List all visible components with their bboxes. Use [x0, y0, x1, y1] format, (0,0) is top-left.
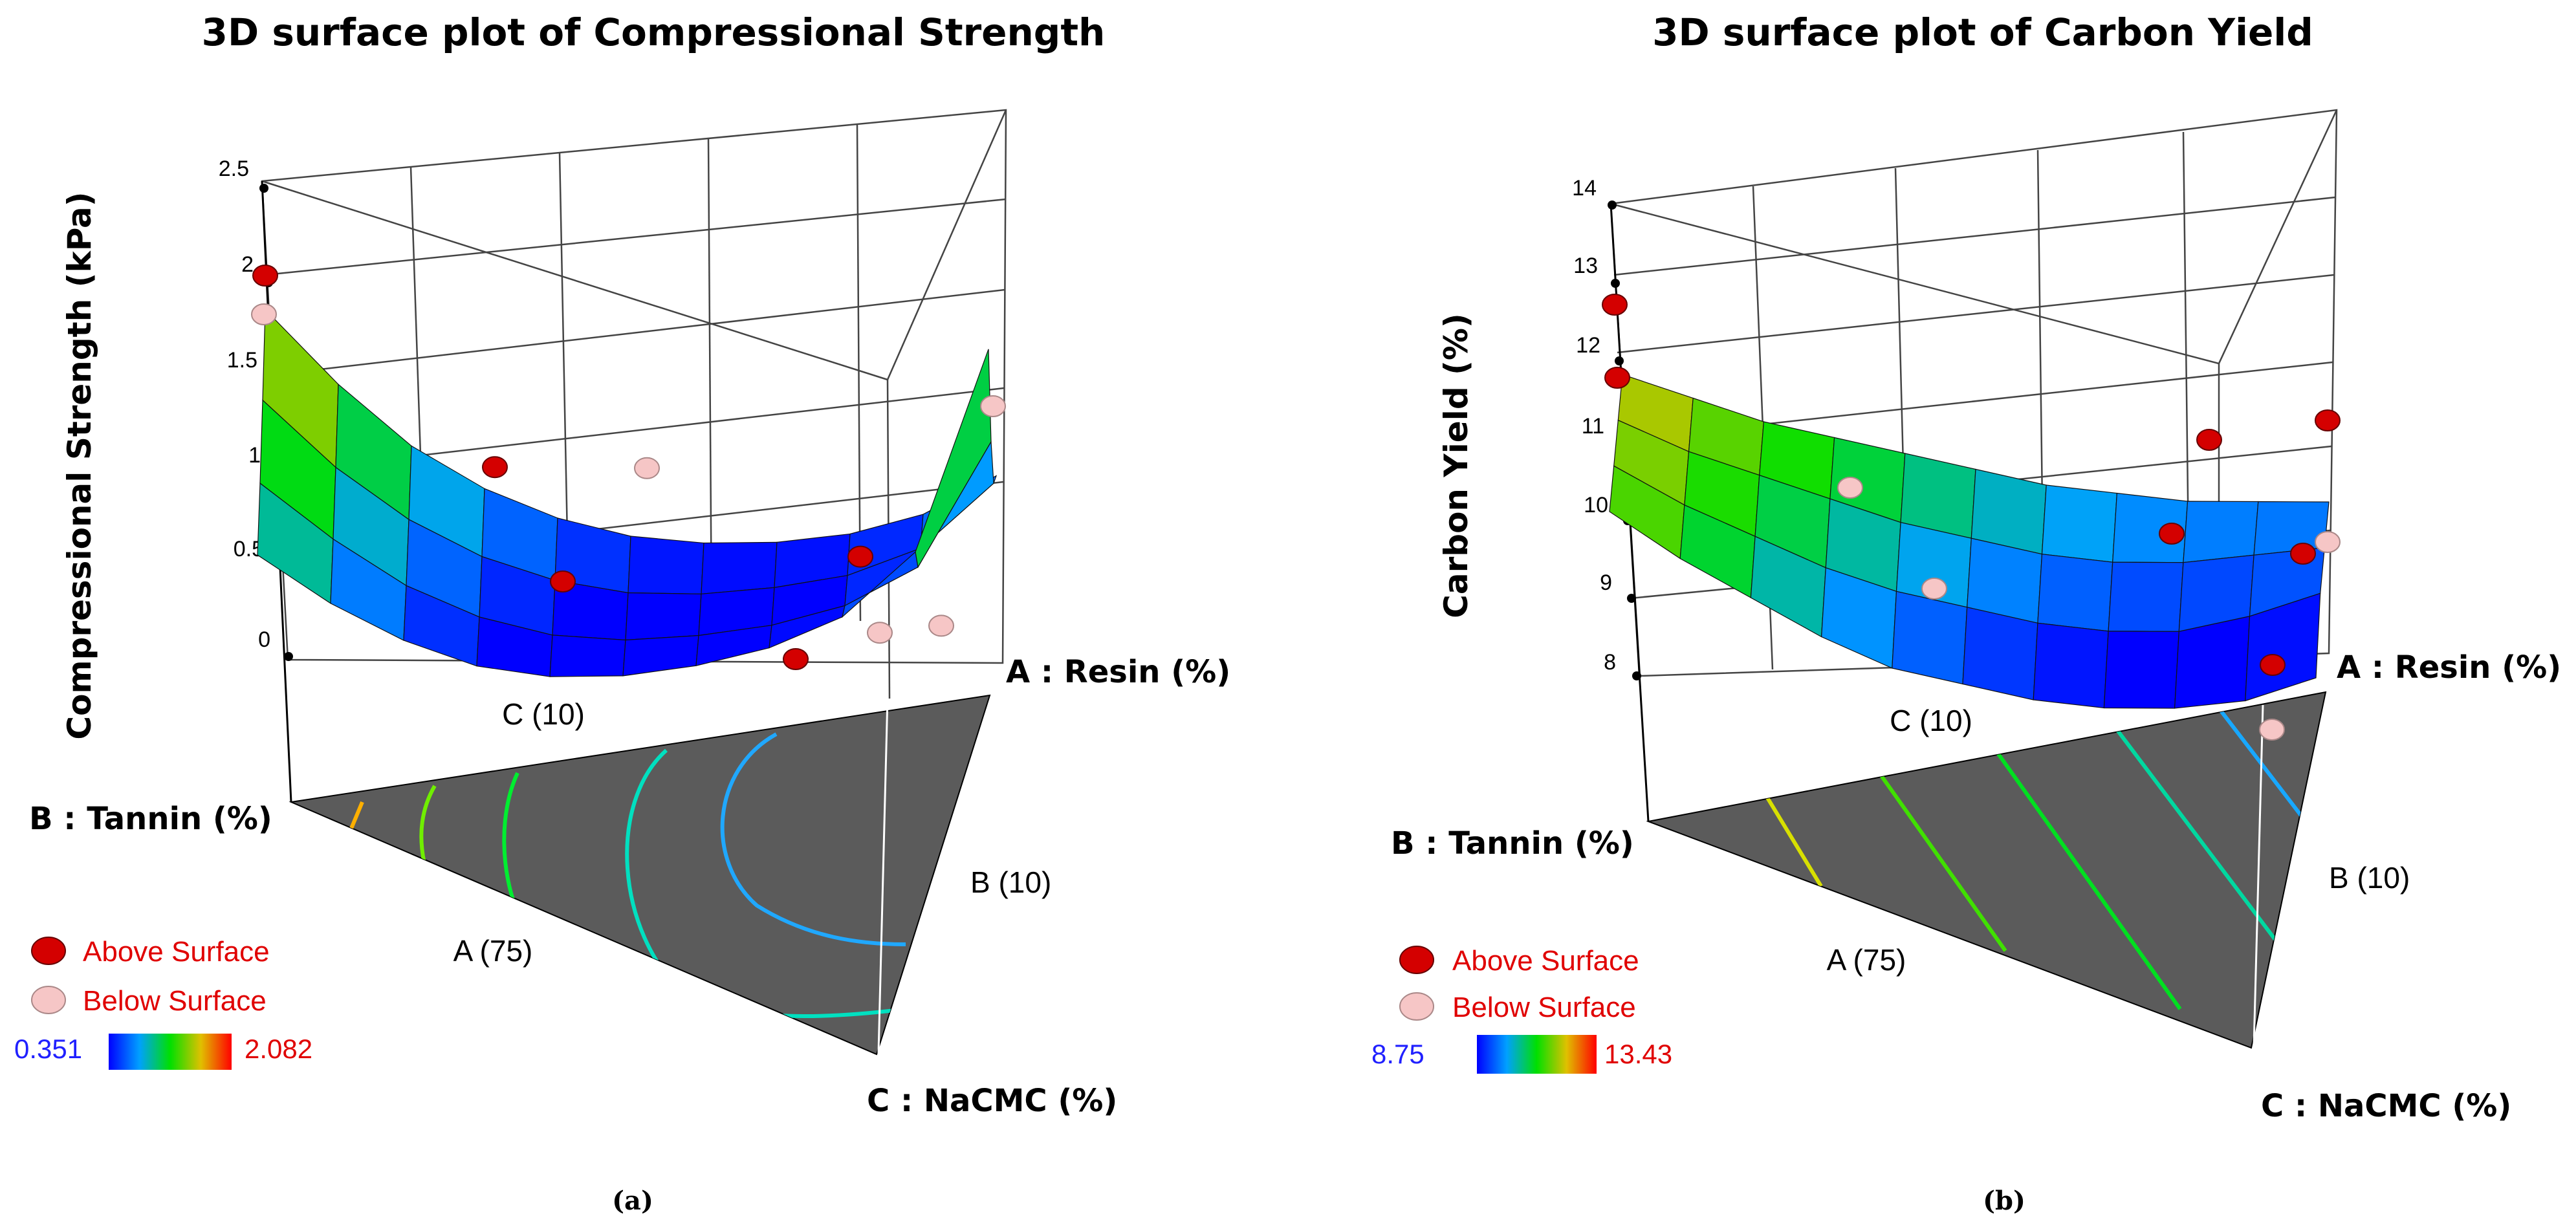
legend-below-label: Below Surface [1452, 992, 1636, 1023]
surface-cell [2174, 616, 2251, 709]
colorbar-min: 0.351 [14, 1034, 82, 1064]
z-tick-label: 1 [248, 443, 261, 468]
design-point-above [1604, 367, 1630, 389]
surface-cell [625, 592, 702, 641]
base-label-c: C (10) [502, 697, 585, 731]
z-tick-label: 2 [241, 252, 254, 277]
axis-label-c: C : NaCMC (%) [867, 1083, 1117, 1119]
design-point-above [1602, 294, 1628, 316]
z-tick-label: 8 [1604, 650, 1616, 675]
design-point-above [2159, 523, 2185, 545]
legend-above-label: Above Surface [83, 936, 270, 968]
colorbar [1477, 1035, 1597, 1074]
design-point-below [2259, 719, 2285, 741]
surface-cell [2041, 484, 2118, 563]
axis-label-a: A : Resin (%) [1006, 654, 1230, 690]
design-point-below [1921, 578, 1947, 600]
below-point-marker [31, 986, 66, 1014]
above-point-marker [31, 937, 66, 965]
z-tick-label: 13 [1573, 254, 1598, 278]
base-edge [877, 697, 889, 1054]
colorbar [109, 1034, 232, 1070]
design-point-above [482, 456, 508, 479]
design-point-below [634, 457, 660, 479]
subfigure-label: (a) [612, 1186, 653, 1216]
design-point-below [928, 614, 954, 637]
z-tick-label: 9 [1600, 570, 1612, 595]
chart-title: 3D surface plot of Compressional Strengt… [202, 10, 1106, 54]
panel-compressional-strength: 3D surface plot of Compressional Strengt… [14, 10, 1230, 1216]
z-tick-label: 11 [1582, 414, 1604, 439]
axis-label-b: B : Tannin (%) [29, 801, 272, 837]
base-label-a: A (75) [1827, 943, 1906, 977]
axis-label-b: B : Tannin (%) [1391, 825, 1634, 862]
legend-below-label: Below Surface [83, 985, 267, 1017]
surface-cell [2108, 561, 2184, 632]
response-surface [1609, 374, 2330, 709]
design-point-below [980, 395, 1006, 417]
design-point-above [2196, 429, 2222, 451]
surface-cell [549, 635, 626, 677]
panel-carbon-yield: 3D surface plot of Carbon Yield 14 13 12… [1371, 10, 2561, 1216]
z-tick-label: 2.5 [219, 157, 249, 181]
design-point-above [2260, 654, 2286, 676]
z-axis-label: Compressional Strength (kPa) [61, 191, 98, 739]
design-point-below [251, 303, 277, 325]
design-point-above [550, 570, 576, 592]
base-label-b: B (10) [2329, 861, 2410, 895]
legend: Above Surface Below Surface 8.75 13.43 [1371, 945, 1672, 1074]
design-point-above [2290, 543, 2316, 565]
design-point-below [867, 622, 893, 644]
design-point-below [1837, 477, 1863, 499]
base-label-a: A (75) [453, 934, 533, 968]
design-point-above [252, 265, 278, 287]
base-label-c: C (10) [1890, 704, 1972, 737]
design-point-below [2315, 531, 2341, 553]
z-tick-label: 0 [258, 627, 270, 652]
surface-cell [2245, 592, 2321, 702]
colorbar-max: 2.082 [245, 1034, 312, 1064]
design-points [1602, 294, 2341, 741]
design-point-above [2315, 409, 2341, 431]
legend: Above Surface Below Surface 0.351 2.082 [14, 936, 312, 1070]
design-point-above [783, 648, 809, 670]
chart-title: 3D surface plot of Carbon Yield [1652, 10, 2313, 54]
surface-cell [1892, 591, 1968, 685]
z-axis: 14 13 12 11 10 9 8 [1572, 176, 1650, 822]
design-point-above [847, 545, 873, 568]
above-point-marker [1399, 946, 1434, 974]
surface-cell [915, 349, 992, 569]
below-point-marker [1399, 992, 1434, 1021]
colorbar-min: 8.75 [1371, 1039, 1424, 1069]
z-tick-label: 10 [1584, 493, 1608, 517]
colorbar-max: 13.43 [1604, 1039, 1672, 1069]
axis-label-a: A : Resin (%) [2337, 649, 2561, 686]
axis-label-c: C : NaCMC (%) [2261, 1088, 2511, 1124]
base-triangle [289, 694, 991, 1056]
z-tick-label: 12 [1576, 333, 1600, 358]
z-tick-label: 1.5 [227, 348, 257, 373]
surface-cell [2037, 554, 2113, 632]
subfigure-label: (b) [1983, 1186, 2025, 1216]
surface-cell [1962, 607, 2038, 700]
surface-cell [701, 541, 778, 594]
surface-cell [2183, 501, 2259, 563]
z-tick-label: 14 [1572, 176, 1597, 201]
surface-cell [2103, 631, 2179, 709]
z-axis-label: Carbon Yield (%) [1437, 313, 1475, 618]
response-surface [257, 309, 998, 677]
surface-cell [622, 635, 699, 677]
surface-cell [2033, 622, 2109, 709]
legend-above-label: Above Surface [1452, 945, 1639, 977]
base-edge [2253, 704, 2264, 1047]
design-points [251, 265, 1006, 670]
base-label-b: B (10) [970, 865, 1051, 899]
surface-cell [628, 536, 704, 594]
